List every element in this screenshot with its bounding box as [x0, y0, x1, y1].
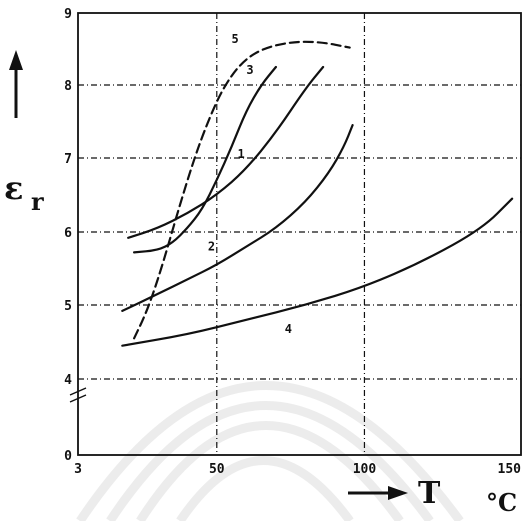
- x-tick-label: 150: [498, 462, 522, 477]
- x-axis-label: T °C: [348, 476, 517, 517]
- x-axis-unit: °C: [486, 488, 517, 517]
- y-tick-label: 4: [64, 373, 72, 388]
- y-axis-break: [69, 387, 87, 403]
- series-group: [121, 40, 514, 347]
- series-labels: 1 2 3 4 5: [208, 32, 292, 336]
- y-axis-subscript: r: [31, 187, 44, 216]
- series-label-5: 5: [232, 32, 239, 46]
- y-tick-label: 9: [64, 7, 72, 22]
- series-line-4: [121, 197, 514, 347]
- x-tick-label: 50: [209, 462, 225, 477]
- y-tick-label: 6: [64, 226, 72, 241]
- x-tick-label: 3: [74, 462, 82, 477]
- x-tick-label: 100: [353, 462, 377, 477]
- watermark: [76, 381, 464, 521]
- y-tick-label: 0: [64, 449, 72, 464]
- y-axis-label: ε r: [4, 50, 44, 216]
- y-tick-label: 7: [64, 152, 72, 167]
- y-tick-label: 5: [64, 299, 72, 314]
- y-axis-symbol: ε: [4, 169, 23, 207]
- plot-frame: [77, 12, 522, 456]
- y-tick-label: 8: [64, 79, 72, 94]
- series-label-4: 4: [285, 322, 292, 336]
- tick-labels: 3 50 100 150 0 4 5 6 7 8 9: [64, 7, 521, 477]
- series-label-3: 3: [246, 63, 253, 77]
- series-line-1: [127, 65, 325, 239]
- series-line-2: [121, 124, 354, 312]
- series-line-5: [133, 40, 351, 340]
- series-label-2: 2: [208, 239, 215, 253]
- x-axis-symbol: T: [418, 476, 441, 511]
- grid: [78, 13, 521, 455]
- series-label-1: 1: [237, 147, 244, 161]
- up-arrow-head-icon: [9, 50, 23, 70]
- right-arrow-head-icon: [388, 486, 408, 500]
